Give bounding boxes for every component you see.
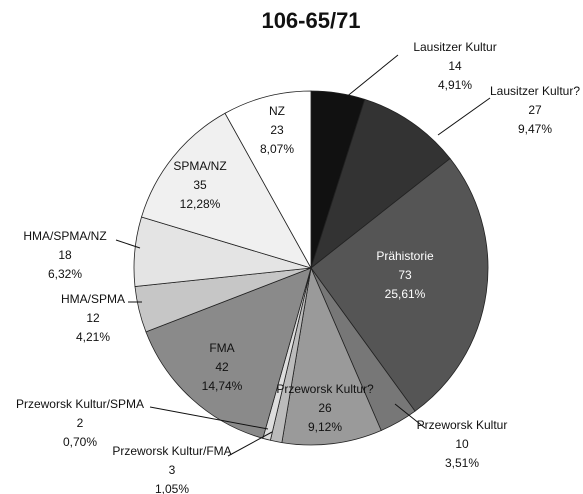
slice-label: NZ bbox=[269, 104, 285, 118]
slice-percent: 1,05% bbox=[155, 482, 189, 494]
slice-label: HMA/SPMA bbox=[61, 292, 125, 306]
slice-percent: 9,47% bbox=[518, 122, 552, 136]
slice-value: 26 bbox=[318, 401, 332, 415]
slice-value: 27 bbox=[528, 103, 542, 117]
slice-value: 10 bbox=[455, 437, 469, 451]
slice-value: 23 bbox=[270, 123, 284, 137]
pie-slice bbox=[310, 98, 451, 270]
slice-label: FMA bbox=[209, 341, 234, 355]
slice-label: Przeworsk Kultur? bbox=[276, 382, 374, 396]
slice-value: 3 bbox=[169, 463, 176, 477]
pie-slice bbox=[140, 112, 312, 269]
slice-percent: 12,28% bbox=[180, 197, 221, 211]
slice-label: Lausitzer Kultur? bbox=[490, 84, 580, 98]
pie-slice bbox=[310, 157, 489, 412]
slice-percent: 9,12% bbox=[308, 420, 342, 434]
slice-label: Lausitzer Kultur bbox=[413, 40, 496, 54]
leader-line bbox=[227, 431, 273, 457]
slice-value: 18 bbox=[58, 248, 72, 262]
leader-line bbox=[394, 403, 426, 429]
slice-value: 35 bbox=[193, 178, 207, 192]
leader-line bbox=[149, 406, 269, 430]
slice-value: 42 bbox=[215, 360, 229, 374]
slice-label: Prähistorie bbox=[376, 249, 434, 263]
slice-label: HMA/SPMA/NZ bbox=[23, 229, 106, 243]
pie-slice bbox=[224, 90, 312, 270]
slice-value: 12 bbox=[86, 311, 100, 325]
slice-value: 73 bbox=[398, 268, 412, 282]
leader-line bbox=[344, 54, 399, 99]
slice-percent: 8,07% bbox=[260, 142, 294, 156]
chart-title: 106-65/71 bbox=[261, 8, 360, 33]
pie-slice bbox=[281, 266, 382, 446]
slice-label: SPMA/NZ bbox=[173, 159, 226, 173]
slice-percent: 14,74% bbox=[202, 379, 243, 393]
slice-value: 14 bbox=[448, 59, 462, 73]
slice-percent: 25,61% bbox=[385, 287, 426, 301]
slice-label: Przeworsk Kultur/FMA bbox=[112, 444, 231, 458]
slice-label: Przeworsk Kultur bbox=[417, 418, 508, 432]
slice-percent: 0,70% bbox=[63, 435, 97, 449]
slice-percent: 4,21% bbox=[76, 330, 110, 344]
slice-value: 2 bbox=[77, 416, 84, 430]
pie-slice bbox=[145, 267, 312, 439]
slice-percent: 6,32% bbox=[48, 267, 82, 281]
slice-label: Przeworsk Kultur/SPMA bbox=[16, 397, 144, 411]
leader-line bbox=[437, 97, 491, 136]
slice-percent: 4,91% bbox=[438, 78, 472, 92]
leader-line bbox=[115, 239, 141, 249]
slice-percent: 3,51% bbox=[445, 456, 479, 470]
